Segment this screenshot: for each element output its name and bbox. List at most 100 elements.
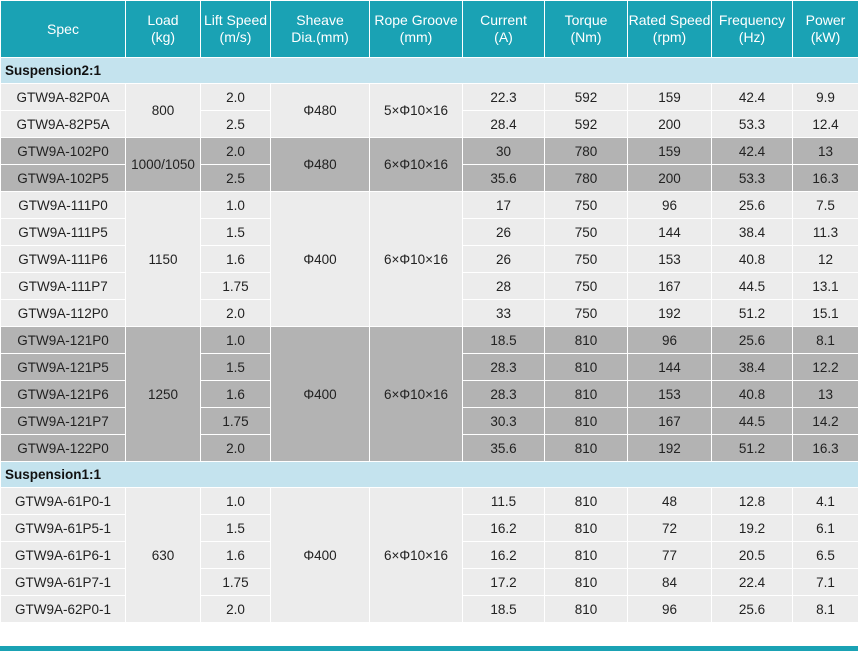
power-cell: 14.2 xyxy=(792,407,858,435)
rated-speed-cell: 84 xyxy=(627,568,712,596)
frequency-cell: 38.4 xyxy=(711,353,793,381)
torque-cell: 750 xyxy=(544,272,628,300)
frequency-cell: 12.8 xyxy=(711,487,793,515)
bottom-accent-bar xyxy=(0,646,858,651)
torque-cell: 810 xyxy=(544,514,628,542)
column-header-frequency: Frequency (Hz) xyxy=(711,0,793,58)
spec-cell: GTW9A-82P0A xyxy=(0,83,126,111)
frequency-cell: 51.2 xyxy=(711,299,793,327)
column-header-line: Dia.(mm) xyxy=(291,29,349,45)
lift-speed-cell: 1.6 xyxy=(200,245,271,273)
sheave-cell: Φ400 xyxy=(270,326,370,462)
section-row: Suspension2:1 xyxy=(0,57,858,84)
power-cell: 8.1 xyxy=(792,326,858,354)
torque-cell: 810 xyxy=(544,326,628,354)
torque-cell: 592 xyxy=(544,110,628,138)
column-header-rope-groove: Rope Groove (mm) xyxy=(369,0,463,58)
column-header-line: Torque xyxy=(564,12,608,28)
rated-speed-cell: 167 xyxy=(627,407,712,435)
frequency-cell: 53.3 xyxy=(711,164,793,192)
spec-cell: GTW9A-111P7 xyxy=(0,272,126,300)
torque-cell: 750 xyxy=(544,191,628,219)
column-header-torque: Torque (Nm) xyxy=(544,0,628,58)
lift-speed-cell: 1.5 xyxy=(200,353,271,381)
frequency-cell: 20.5 xyxy=(711,541,793,569)
current-cell: 35.6 xyxy=(462,164,545,192)
power-cell: 12 xyxy=(792,245,858,273)
sheave-cell: Φ400 xyxy=(270,487,370,623)
power-cell: 16.3 xyxy=(792,164,858,192)
table-row: GTW9A-62P0-1 2.0 18.5 810 96 25.6 8.1 xyxy=(0,595,858,623)
column-header-line: Rope Groove xyxy=(374,12,458,28)
torque-cell: 750 xyxy=(544,245,628,273)
lift-speed-cell: 1.75 xyxy=(200,272,271,300)
current-cell: 18.5 xyxy=(462,595,545,623)
table-row: GTW9A-121P6 1.6 28.3 810 153 40.8 13 xyxy=(0,380,858,408)
spec-cell: GTW9A-111P0 xyxy=(0,191,126,219)
spec-cell: GTW9A-102P0 xyxy=(0,137,126,165)
rope-groove-cell: 6×Φ10×16 xyxy=(369,487,463,623)
table-row: GTW9A-102P5 2.5 35.6 780 200 53.3 16.3 xyxy=(0,164,858,192)
frequency-cell: 25.6 xyxy=(711,191,793,219)
sheave-cell: Φ480 xyxy=(270,137,370,192)
rated-speed-cell: 192 xyxy=(627,299,712,327)
rope-groove-cell: 6×Φ10×16 xyxy=(369,326,463,462)
frequency-cell: 44.5 xyxy=(711,272,793,300)
table-row: GTW9A-111P0 1150 1.0 Φ400 6×Φ10×16 17 750 96 25.… xyxy=(0,191,858,327)
frequency-cell: 51.2 xyxy=(711,434,793,462)
current-cell: 26 xyxy=(462,218,545,246)
power-cell: 6.1 xyxy=(792,514,858,542)
torque-cell: 810 xyxy=(544,434,628,462)
table-row: GTW9A-102P0 1000/1050 2.0 Φ480 6×Φ10×16 30 780… xyxy=(0,137,858,192)
frequency-cell: 25.6 xyxy=(711,326,793,354)
torque-cell: 592 xyxy=(544,83,628,111)
section-row: Suspension1:1 xyxy=(0,461,858,488)
power-cell: 7.5 xyxy=(792,191,858,219)
column-header-line: Rated Speed xyxy=(628,12,711,28)
spec-cell: GTW9A-112P0 xyxy=(0,299,126,327)
column-header-line: Load xyxy=(147,12,179,28)
lift-speed-cell: 1.5 xyxy=(200,218,271,246)
column-header-line: Power xyxy=(805,12,846,28)
current-cell: 28.3 xyxy=(462,353,545,381)
table-row: GTW9A-122P0 2.0 35.6 810 192 51.2 16.3 xyxy=(0,434,858,462)
load-cell: 1150 xyxy=(125,191,201,327)
rated-speed-cell: 144 xyxy=(627,218,712,246)
lift-speed-cell: 2.5 xyxy=(200,164,271,192)
spec-table: Spec Load (kg) Lift Speed (m/s) Sheave Dia.(mm… xyxy=(0,0,858,623)
spec-cell: GTW9A-111P6 xyxy=(0,245,126,273)
current-cell: 30.3 xyxy=(462,407,545,435)
lift-speed-cell: 1.0 xyxy=(200,326,271,354)
table-body: Suspension2:1 GTW9A-82P0A 800 2.0 Φ480 5×Φ10×… xyxy=(0,57,858,623)
torque-cell: 780 xyxy=(544,137,628,165)
lift-speed-cell: 1.0 xyxy=(200,487,271,515)
power-cell: 7.1 xyxy=(792,568,858,596)
spec-cell: GTW9A-102P5 xyxy=(0,164,126,192)
spec-cell: GTW9A-61P7-1 xyxy=(0,568,126,596)
current-cell: 28.3 xyxy=(462,380,545,408)
column-header-load: Load (kg) xyxy=(125,0,201,58)
torque-cell: 750 xyxy=(544,218,628,246)
lift-speed-cell: 2.0 xyxy=(200,137,271,165)
column-header-line: (kg) xyxy=(150,29,176,45)
spec-cell: GTW9A-121P0 xyxy=(0,326,126,354)
spec-cell: GTW9A-61P5-1 xyxy=(0,514,126,542)
column-header-lift-speed: Lift Speed (m/s) xyxy=(200,0,271,58)
current-cell: 28 xyxy=(462,272,545,300)
column-header-power: Power (kW) xyxy=(792,0,858,58)
table-row: GTW9A-111P6 1.6 26 750 153 40.8 12 xyxy=(0,245,858,273)
column-header-line: Lift Speed xyxy=(203,12,268,28)
rated-speed-cell: 200 xyxy=(627,164,712,192)
power-cell: 12.4 xyxy=(792,110,858,138)
power-cell: 6.5 xyxy=(792,541,858,569)
section-title: Suspension1:1 xyxy=(0,461,858,488)
rated-speed-cell: 153 xyxy=(627,245,712,273)
power-cell: 16.3 xyxy=(792,434,858,462)
sheave-cell: Φ480 xyxy=(270,83,370,138)
torque-cell: 780 xyxy=(544,164,628,192)
frequency-cell: 42.4 xyxy=(711,83,793,111)
table-row: GTW9A-111P7 1.75 28 750 167 44.5 13.1 xyxy=(0,272,858,300)
lift-speed-cell: 1.75 xyxy=(200,568,271,596)
column-header-line: Frequency xyxy=(718,12,786,28)
power-cell: 8.1 xyxy=(792,595,858,623)
